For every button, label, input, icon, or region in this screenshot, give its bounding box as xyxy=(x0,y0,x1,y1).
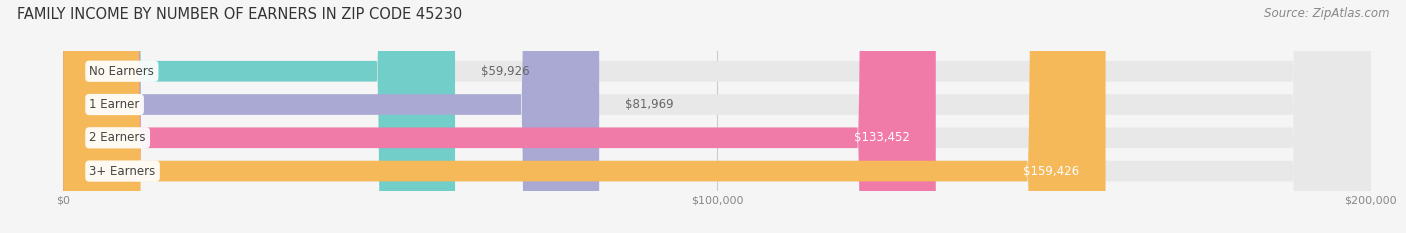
Text: 1 Earner: 1 Earner xyxy=(90,98,139,111)
Text: $159,426: $159,426 xyxy=(1024,164,1080,178)
FancyBboxPatch shape xyxy=(63,0,1105,233)
FancyBboxPatch shape xyxy=(63,0,599,233)
FancyBboxPatch shape xyxy=(63,0,1371,233)
Text: $59,926: $59,926 xyxy=(481,65,530,78)
Text: Source: ZipAtlas.com: Source: ZipAtlas.com xyxy=(1264,7,1389,20)
Text: 3+ Earners: 3+ Earners xyxy=(90,164,156,178)
Text: No Earners: No Earners xyxy=(90,65,155,78)
Text: FAMILY INCOME BY NUMBER OF EARNERS IN ZIP CODE 45230: FAMILY INCOME BY NUMBER OF EARNERS IN ZI… xyxy=(17,7,463,22)
Text: 2 Earners: 2 Earners xyxy=(90,131,146,144)
FancyBboxPatch shape xyxy=(63,0,1371,233)
FancyBboxPatch shape xyxy=(63,0,456,233)
Text: $81,969: $81,969 xyxy=(626,98,673,111)
FancyBboxPatch shape xyxy=(63,0,1371,233)
FancyBboxPatch shape xyxy=(63,0,1371,233)
Text: $133,452: $133,452 xyxy=(853,131,910,144)
FancyBboxPatch shape xyxy=(63,0,936,233)
